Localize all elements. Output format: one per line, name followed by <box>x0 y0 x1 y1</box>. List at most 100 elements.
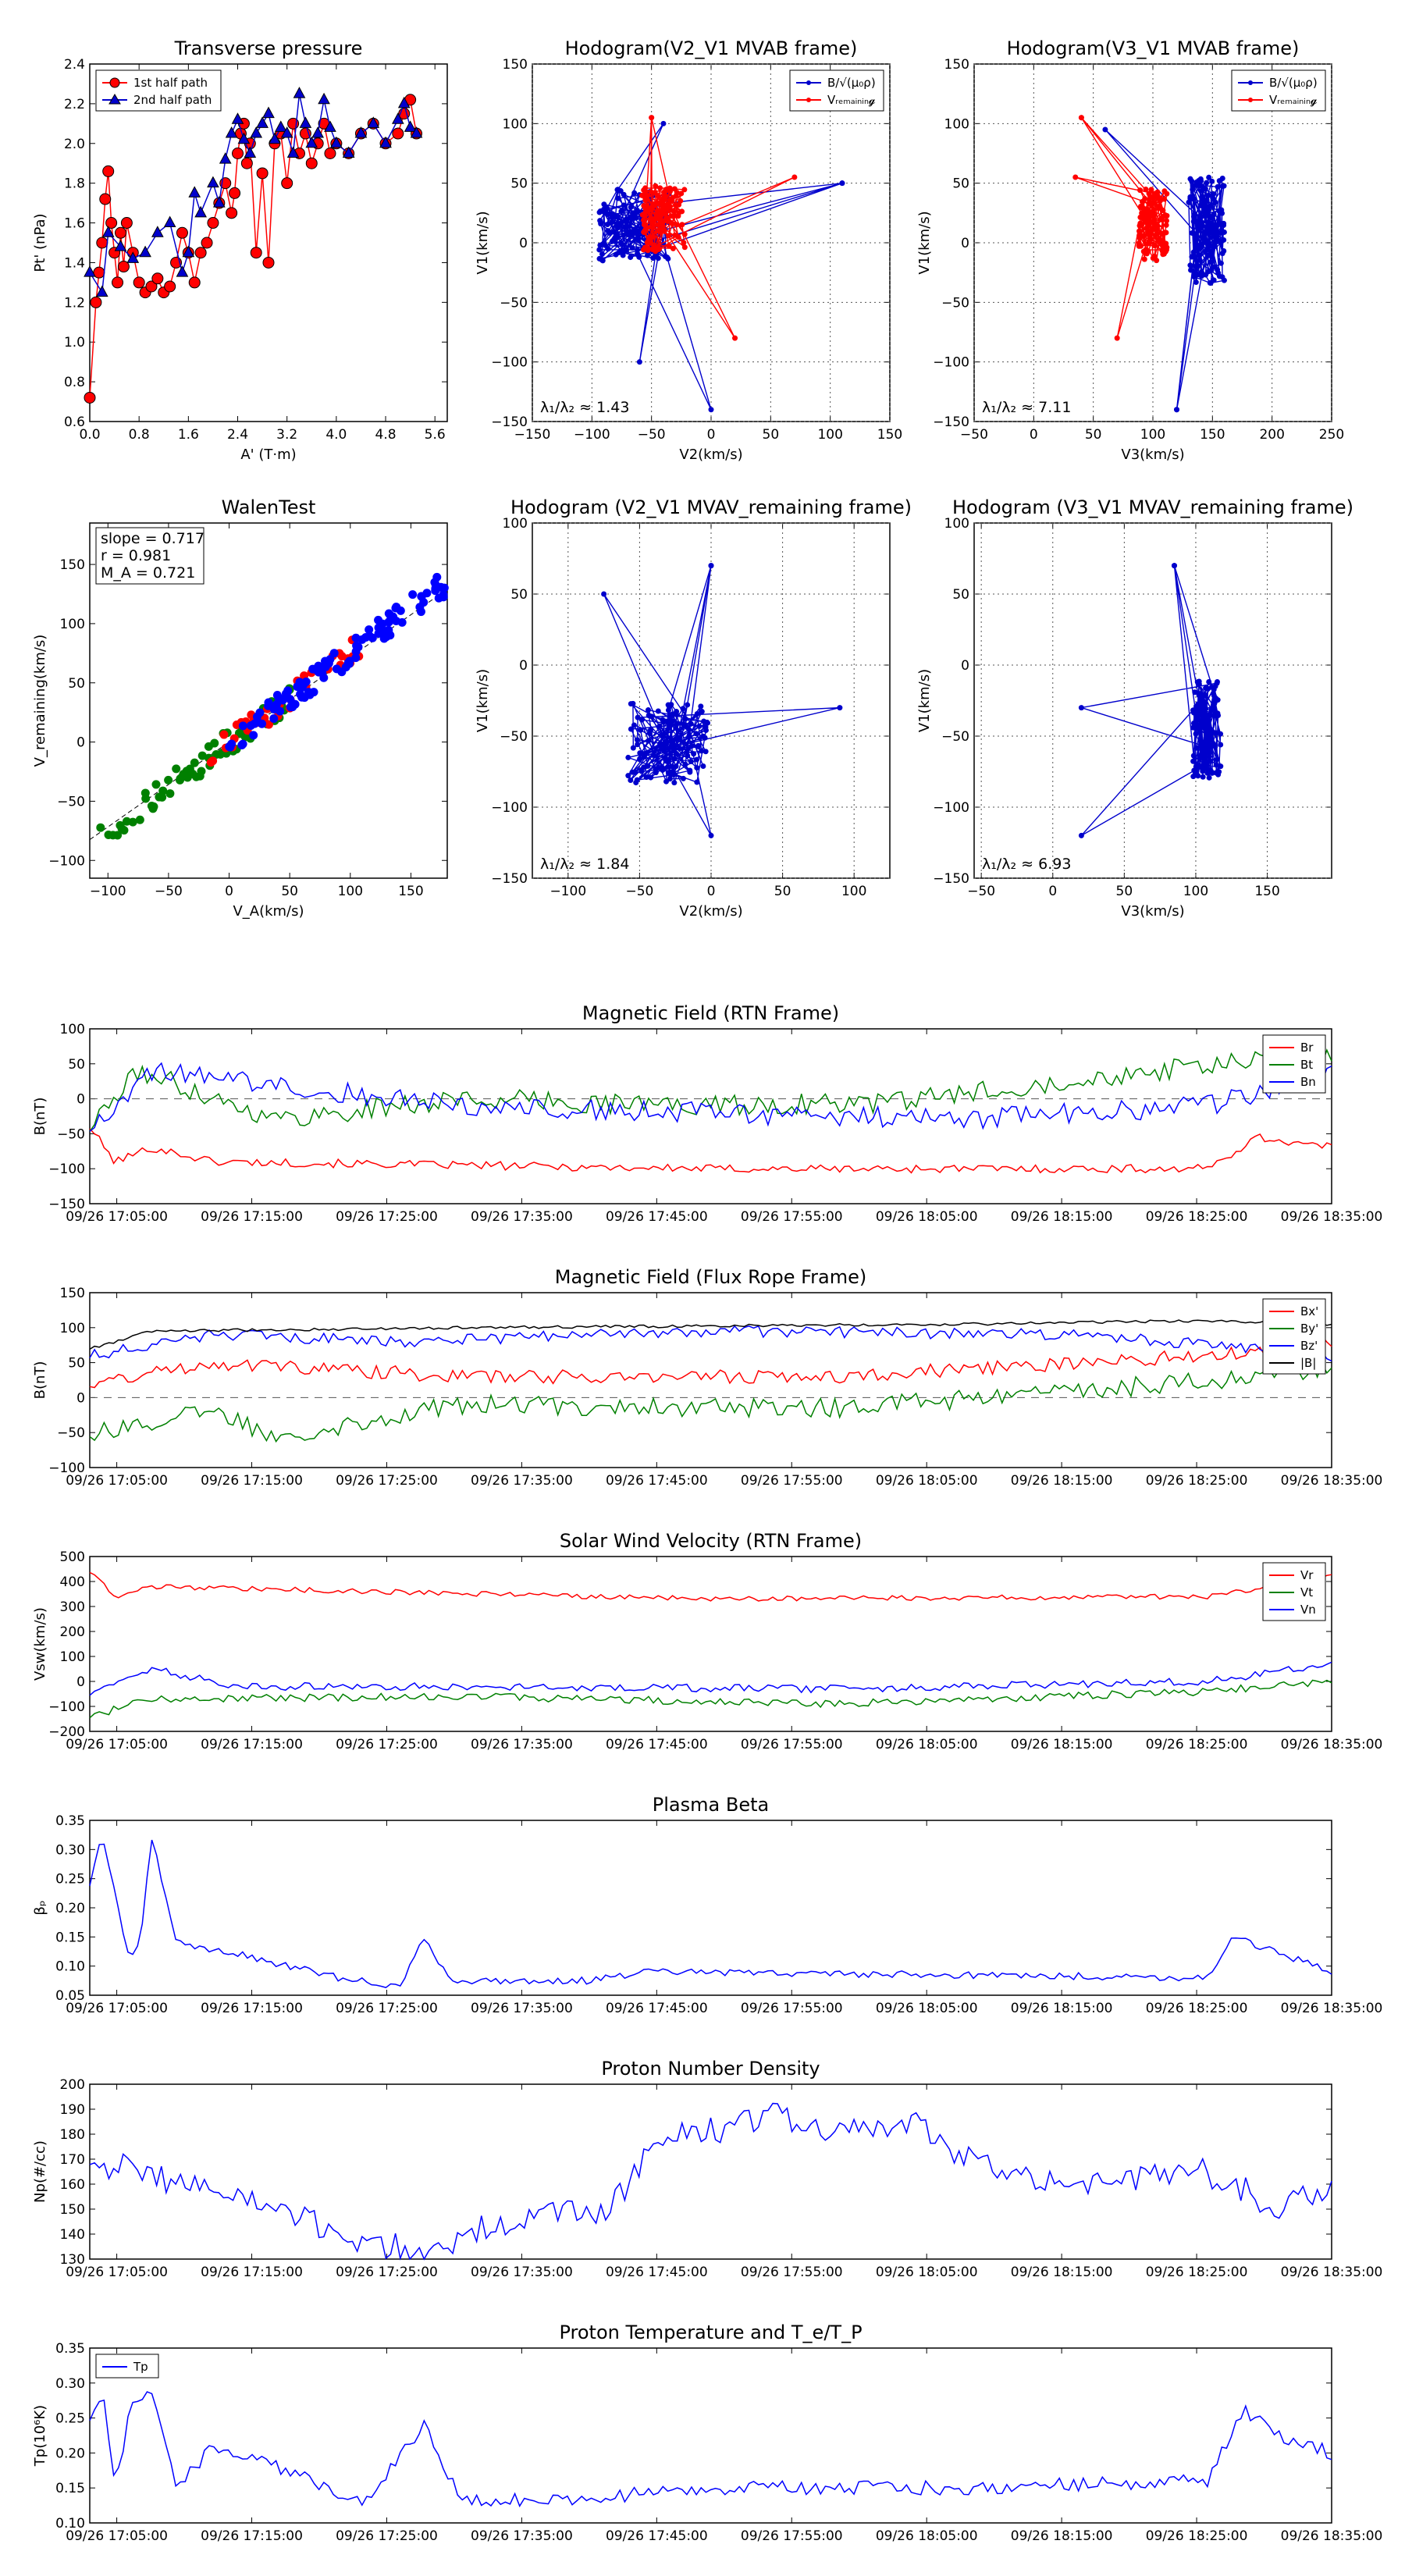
hodogram-point <box>708 563 714 569</box>
hodogram-point <box>1207 252 1213 258</box>
x-tick-label: 50 <box>763 427 780 443</box>
y-tick-label: −100 <box>48 1699 85 1715</box>
time-tick-label: 09/26 17:45:00 <box>606 1473 708 1489</box>
hodogram-point <box>1203 272 1209 278</box>
hodogram-point <box>633 780 639 786</box>
hodogram-point <box>651 201 657 207</box>
hodogram-point <box>674 750 680 756</box>
hodogram-point <box>660 120 667 126</box>
x-tick-label: 150 <box>877 427 902 443</box>
data-point <box>305 157 318 169</box>
hodogram-point <box>601 591 607 597</box>
data-point <box>256 116 269 128</box>
hodogram-point <box>663 778 670 785</box>
x-tick-label: 100 <box>1183 884 1208 899</box>
walen-point-blue <box>384 609 393 618</box>
time-tick-label: 09/26 17:35:00 <box>471 2528 573 2544</box>
hodogram-point <box>664 205 670 211</box>
y-tick-label: 0 <box>519 658 528 674</box>
hodogram-point <box>1204 208 1211 215</box>
x-tick-label: 0.0 <box>79 427 100 443</box>
hodogram-point <box>634 737 640 743</box>
walen-point-blue <box>343 658 353 667</box>
time-tick-label: 09/26 17:55:00 <box>741 1737 843 1752</box>
hodogram-point <box>1204 770 1211 776</box>
y-axis-label: Np(#/cc) <box>32 2140 48 2203</box>
hodogram-point <box>665 707 671 713</box>
data-point <box>219 152 232 164</box>
data-point <box>84 265 96 277</box>
hodogram-point <box>618 208 624 215</box>
x-tick-label: 50 <box>281 884 298 899</box>
time-tick-label: 09/26 17:45:00 <box>606 2528 708 2544</box>
panel-pt: Transverse pressure 0.6 0.8 1.0 1.2 1.4 1.6 1.8… <box>32 37 448 463</box>
time-tick-label: 09/26 18:35:00 <box>1281 1737 1383 1752</box>
walen-point-blue <box>439 590 448 600</box>
hodogram-point <box>708 832 714 838</box>
hodogram-point <box>1147 194 1154 200</box>
hodogram-point <box>1136 240 1142 246</box>
time-tick-label: 09/26 17:05:00 <box>66 2265 168 2280</box>
hodogram-point <box>641 764 647 770</box>
data-point <box>324 148 336 159</box>
hodogram-point <box>1171 563 1177 569</box>
hodogram-point <box>1149 212 1155 218</box>
data-point <box>112 276 124 289</box>
hodogram-point <box>1204 744 1211 750</box>
y-tick-label: 100 <box>60 1649 85 1665</box>
hodogram-point <box>1188 267 1194 273</box>
hodogram-point <box>655 708 661 714</box>
hodogram-point <box>1215 697 1221 703</box>
eigenvalue-ratio: λ₁/λ₂ ≈ 6.93 <box>982 856 1071 873</box>
data-point <box>324 120 336 132</box>
hodogram-point <box>1195 252 1201 258</box>
hodogram-point <box>610 219 616 225</box>
hodogram-point <box>1215 183 1221 190</box>
data-point <box>256 167 269 180</box>
hodogram-point <box>648 205 654 212</box>
walen-point-green <box>96 823 105 832</box>
x-tick-label: 0 <box>707 427 716 443</box>
data-point <box>176 265 189 277</box>
hodogram-point <box>1190 219 1197 225</box>
legend-label: Tp <box>133 2360 148 2374</box>
time-tick-label: 09/26 17:55:00 <box>741 1209 843 1225</box>
hodogram-point <box>1203 685 1209 692</box>
walen-point-green <box>197 767 206 776</box>
y-tick-label: 180 <box>60 2127 85 2143</box>
hodogram-point <box>656 246 663 252</box>
data-point <box>101 226 115 237</box>
legend-label: Vt <box>1300 1585 1313 1599</box>
y-tick-label: −150 <box>48 1197 85 1212</box>
data-point <box>188 186 201 197</box>
y-tick-label: 1.8 <box>64 176 85 192</box>
hodogram-point <box>695 742 702 749</box>
data-point <box>164 280 176 293</box>
y-tick-label: 100 <box>503 116 528 132</box>
y-tick-label: 150 <box>60 2202 85 2218</box>
walen-point-blue <box>368 633 377 642</box>
y-tick-label: 200 <box>60 2077 85 2093</box>
hodogram-point <box>1194 679 1200 685</box>
hodogram-point <box>1212 264 1218 270</box>
plot-frame <box>89 1556 1332 1732</box>
legend-box <box>1231 69 1326 112</box>
hodogram-point <box>1186 199 1192 205</box>
data-point <box>96 237 108 249</box>
hodogram-point <box>670 208 677 214</box>
walen-point-blue <box>325 655 335 664</box>
y-tick-label: 100 <box>60 617 85 632</box>
hodogram-point <box>631 722 637 728</box>
hodogram-point <box>1078 115 1084 121</box>
y-tick-label: 0.30 <box>55 2376 85 2392</box>
x-tick-label: 2.4 <box>227 427 248 443</box>
hodogram-point <box>1211 712 1217 718</box>
hodogram-point <box>1213 237 1219 244</box>
hodogram-point <box>1212 222 1218 228</box>
x-tick-label: 0 <box>225 884 233 899</box>
hodogram-point <box>648 189 654 195</box>
hodogram-point <box>621 232 627 238</box>
legend-marker <box>108 94 121 105</box>
hodogram-point <box>662 254 668 260</box>
y-tick-label: 0.05 <box>55 1988 85 2004</box>
